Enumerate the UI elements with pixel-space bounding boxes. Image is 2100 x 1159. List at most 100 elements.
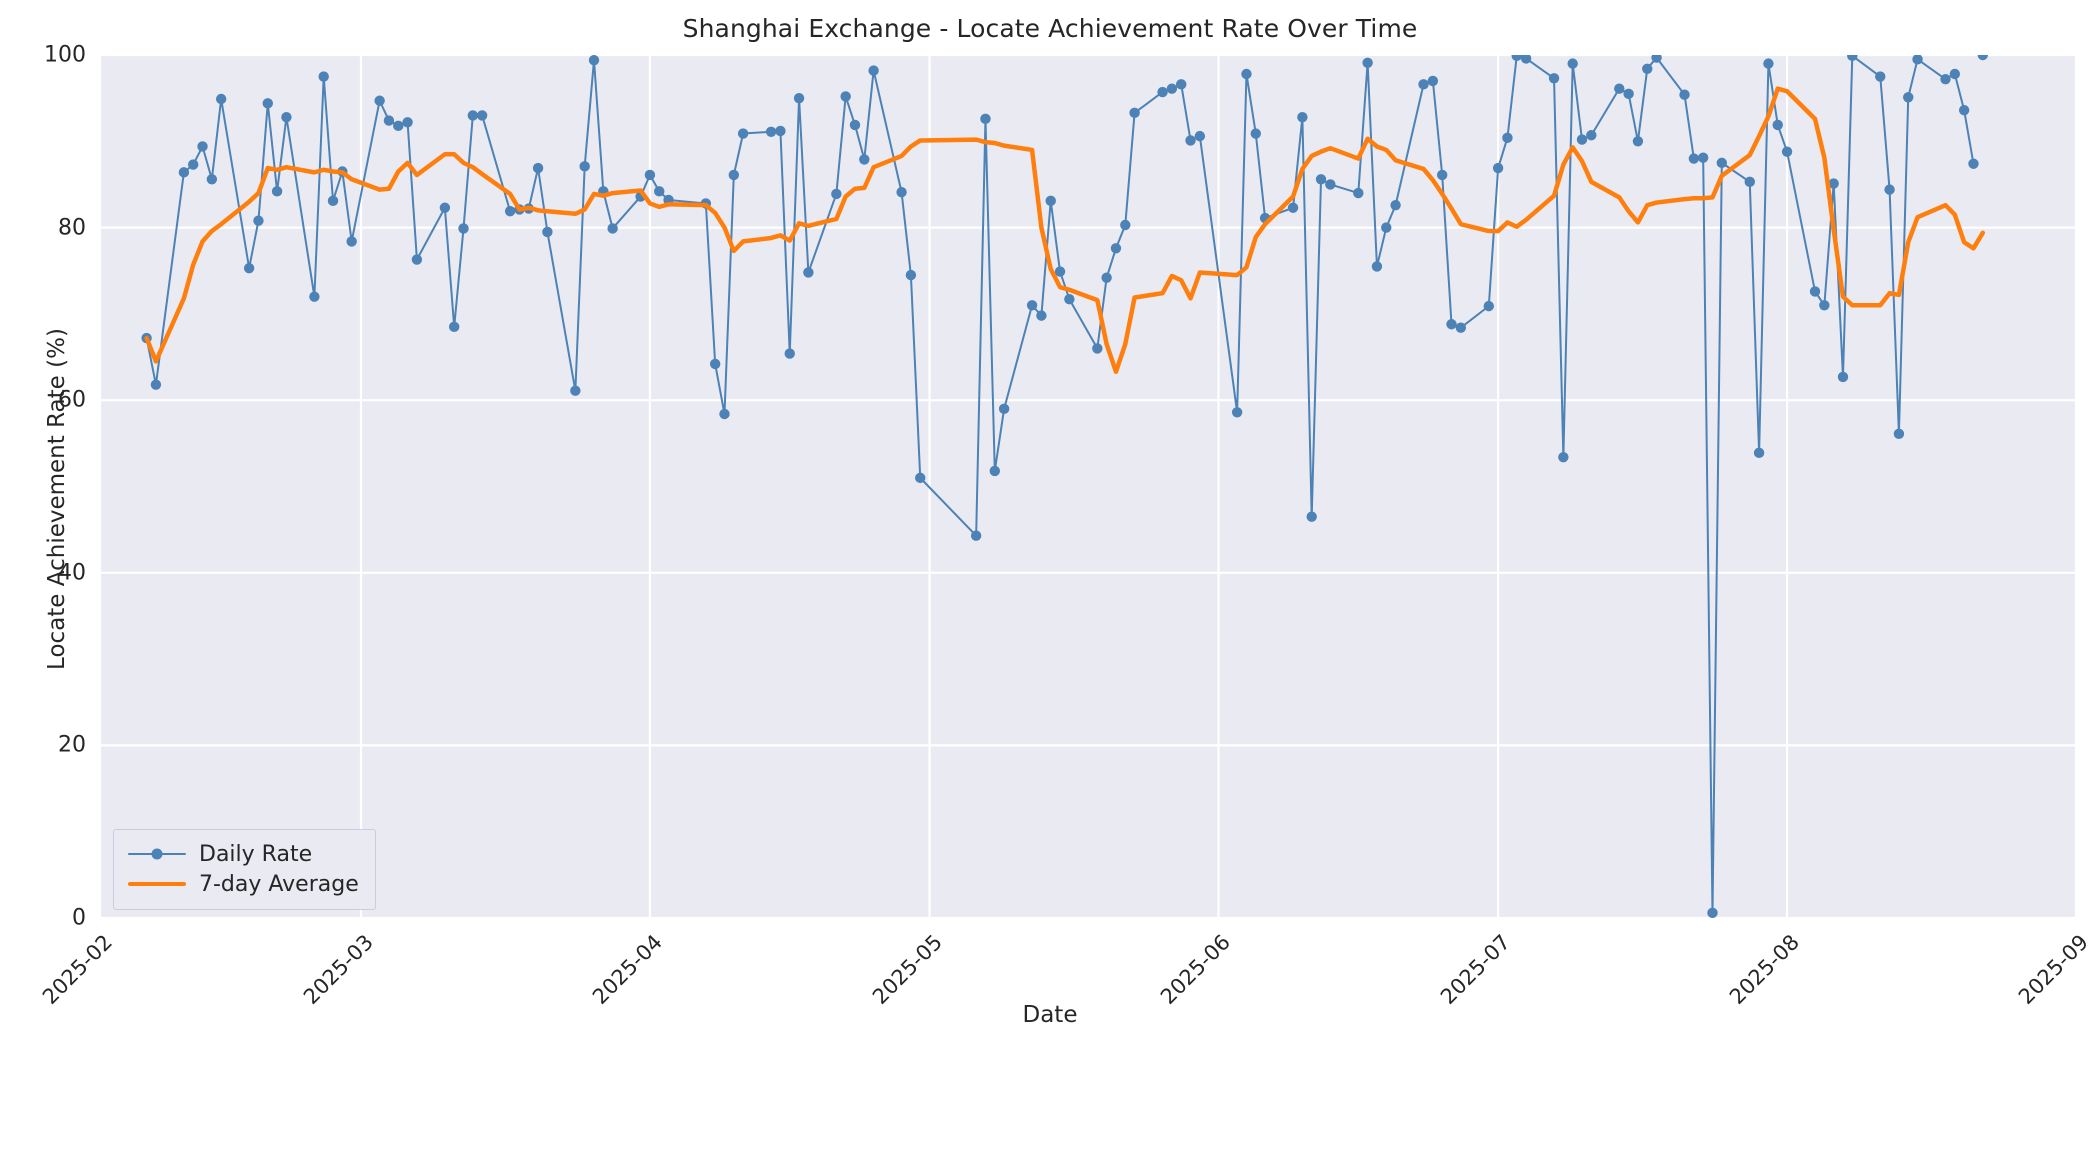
data-point (504, 206, 516, 217)
data-point (178, 167, 190, 178)
x-tick-label: 2025-07 (1436, 930, 1516, 1010)
data-point (859, 154, 870, 165)
data-point (989, 465, 1000, 477)
data-point (150, 379, 162, 390)
data-point (1362, 57, 1373, 68)
data-point (905, 269, 917, 281)
data-point (1446, 319, 1457, 330)
data-series-layer (141, 55, 1988, 918)
data-point (542, 226, 553, 238)
data-point (1381, 222, 1392, 233)
data-point (1511, 55, 1522, 62)
data-point (588, 55, 600, 66)
data-point (849, 119, 861, 131)
legend-label-daily-rate: Daily Rate (199, 841, 313, 867)
y-tick-label: 100 (44, 42, 86, 68)
data-point (709, 358, 721, 370)
data-point (1567, 58, 1578, 69)
data-point (327, 195, 339, 207)
data-point (1110, 243, 1122, 254)
data-point (281, 111, 292, 123)
data-point (206, 174, 218, 185)
data-point (1958, 105, 1970, 116)
data-point (1241, 68, 1252, 80)
x-tick-label: 2025-09 (2013, 930, 2093, 1010)
data-point (1744, 176, 1755, 188)
y-tick-label: 40 (58, 560, 86, 586)
data-point (1642, 63, 1653, 75)
data-point (644, 169, 656, 181)
data-point (1753, 447, 1765, 459)
data-point (1576, 134, 1588, 145)
data-point (1325, 179, 1336, 190)
legend-swatch-7-day-average (128, 872, 186, 896)
data-point (719, 408, 730, 420)
data-point (1054, 266, 1066, 277)
data-point (1231, 407, 1243, 418)
data-point (1120, 219, 1131, 231)
data-point (309, 291, 320, 302)
chart-canvas (100, 55, 2076, 918)
data-point (271, 186, 283, 197)
data-point (1036, 310, 1047, 321)
data-point (383, 115, 395, 126)
data-point (803, 267, 814, 278)
x-tick-label: 2025-06 (1156, 930, 1236, 1010)
data-point (1390, 199, 1401, 211)
data-point (458, 223, 469, 234)
data-point (998, 403, 1010, 415)
data-point (1781, 146, 1793, 157)
data-point (346, 236, 357, 247)
data-point (1129, 107, 1140, 119)
data-point (262, 98, 273, 109)
data-point (1940, 73, 1951, 85)
data-point (1297, 111, 1308, 123)
data-point (737, 128, 749, 139)
data-point (1502, 132, 1513, 144)
legend-item-7-day-average[interactable]: 7-day Average (128, 869, 359, 899)
data-point (728, 169, 740, 181)
data-point (1893, 428, 1905, 440)
chart-legend: Daily Rate 7-day Average (113, 829, 376, 910)
grid-lines (100, 55, 2076, 918)
data-point (1492, 162, 1504, 174)
data-point (1763, 58, 1774, 69)
x-tick-label: 2025-03 (298, 930, 378, 1010)
legend-swatch-daily-rate (128, 842, 186, 866)
data-point (1166, 83, 1178, 94)
legend-label-7-day-average: 7-day Average (199, 871, 359, 897)
data-point (793, 92, 805, 104)
data-point (1651, 55, 1662, 63)
x-tick-label: 2025-04 (587, 930, 667, 1010)
data-point (1427, 75, 1439, 87)
data-point (980, 113, 991, 125)
data-point (831, 188, 842, 200)
data-point (1819, 300, 1830, 311)
chart-title: Shanghai Exchange - Locate Achievement R… (682, 14, 1418, 43)
data-point (1558, 451, 1569, 463)
data-point (1418, 79, 1429, 90)
data-point (1707, 907, 1718, 918)
data-point (532, 162, 544, 174)
data-point (654, 186, 665, 197)
y-tick-label: 0 (72, 905, 86, 931)
data-point (253, 215, 264, 226)
data-point (318, 71, 329, 82)
data-point (1026, 300, 1038, 311)
data-point (1632, 136, 1644, 147)
data-point (1101, 272, 1112, 283)
data-point (970, 530, 982, 541)
data-point (1157, 86, 1168, 98)
data-point (1548, 73, 1560, 84)
data-point (840, 91, 851, 102)
legend-item-daily-rate[interactable]: Daily Rate (128, 839, 359, 869)
data-point (579, 161, 590, 172)
data-point (868, 65, 879, 76)
chart-figure: Shanghai Exchange - Locate Achievement R… (37, 14, 2093, 1028)
data-point (402, 117, 413, 128)
data-point (1586, 130, 1597, 141)
data-point (243, 262, 255, 274)
data-point (467, 110, 479, 121)
data-point (1353, 187, 1364, 199)
x-tick-label: 2025-08 (1724, 930, 1805, 1010)
